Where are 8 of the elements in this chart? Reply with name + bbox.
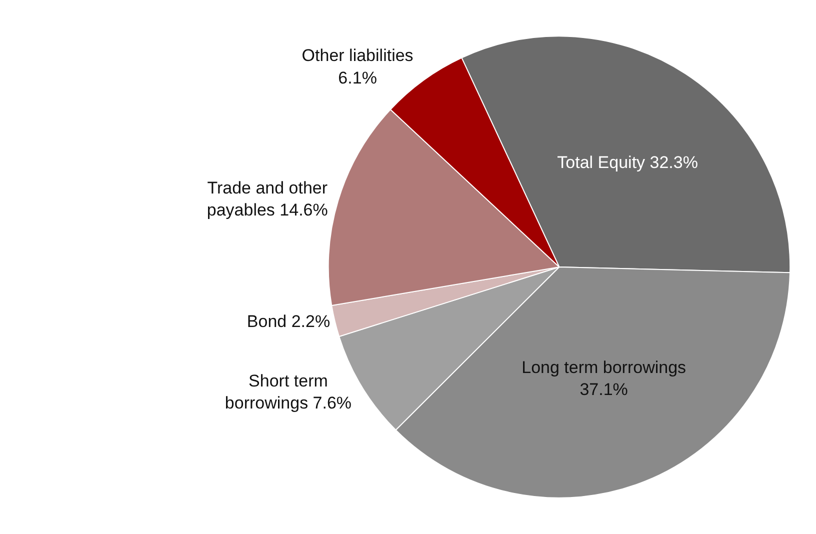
slice-label: Total Equity 32.3% xyxy=(557,153,698,172)
slice-label: Trade and other payables 14.6% xyxy=(206,178,328,220)
data-label: 6.1% xyxy=(338,68,377,88)
slice-label: Short term borrowings 7.6% xyxy=(224,372,352,413)
slice-label: Other liabilities xyxy=(302,46,414,66)
slice-label: Long term borrowings xyxy=(522,358,686,378)
slice-label: Bond 2.2% xyxy=(246,312,330,332)
data-label: 37.1% xyxy=(580,380,628,400)
